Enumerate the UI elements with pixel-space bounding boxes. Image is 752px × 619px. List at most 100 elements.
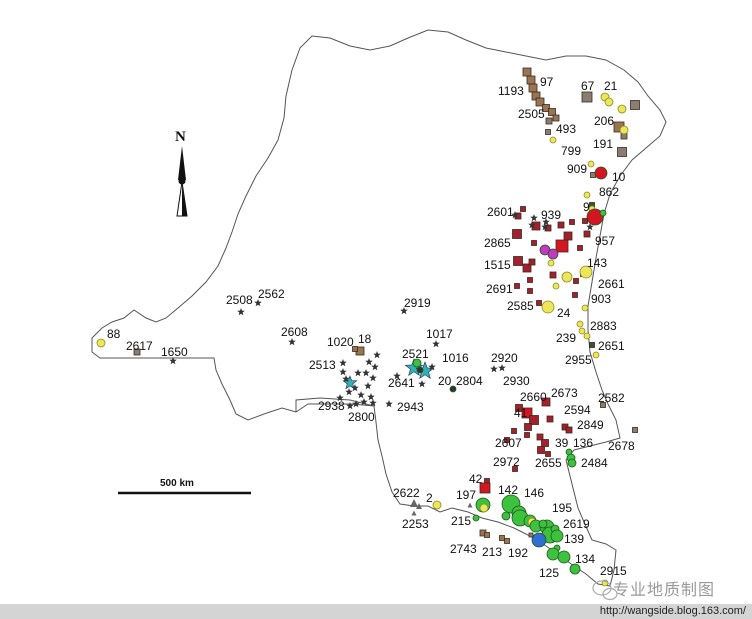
site-label: 2661: [598, 277, 625, 291]
site-label: 10: [612, 170, 626, 184]
square-marker: [133, 348, 141, 356]
star-marker: [498, 364, 506, 372]
site-label: 862: [599, 185, 619, 199]
square-marker: [479, 482, 491, 494]
watermark: 专业地质制图: [613, 582, 716, 599]
square-marker: [617, 147, 627, 157]
star-marker: [542, 218, 550, 226]
star-marker: [364, 382, 372, 390]
site-label: 24: [557, 306, 571, 320]
square-marker: [499, 535, 505, 541]
site-label: 903: [591, 292, 611, 306]
site-label: 2: [426, 491, 433, 505]
site-label: 957: [595, 234, 615, 248]
site-label: 21: [604, 79, 618, 93]
triangle-marker: [416, 503, 422, 509]
triangle-marker: [410, 499, 418, 507]
site-label: 97: [540, 75, 554, 89]
square-marker: [552, 114, 560, 122]
site-label: 2743: [450, 542, 477, 556]
square-marker: [582, 218, 588, 224]
star-marker: [418, 380, 426, 388]
site-label: 493: [556, 122, 576, 136]
site-label: 2513: [309, 358, 336, 372]
square-marker: [545, 451, 551, 457]
site-label: 41: [514, 406, 528, 420]
site-label: 142: [498, 483, 518, 497]
site-markers: [96, 67, 640, 587]
square-marker: [542, 104, 550, 112]
star-marker: [336, 394, 344, 402]
square-marker: [563, 231, 573, 241]
square-marker: [546, 415, 554, 423]
country-boundary: [91, 29, 667, 587]
star-marker: [362, 369, 370, 377]
star-marker: [369, 374, 377, 382]
circle-marker: [96, 338, 106, 348]
square-marker: [537, 446, 545, 454]
triangle-marker: [411, 510, 417, 516]
circle-marker: [501, 511, 511, 521]
star-marker: [428, 363, 436, 371]
north-label: N: [175, 129, 186, 145]
square-marker: [577, 245, 583, 251]
square-marker: [583, 230, 591, 238]
square-marker: [484, 532, 490, 538]
site-label: 2804: [456, 374, 483, 388]
square-marker: [531, 240, 537, 246]
site-label: 146: [524, 486, 544, 500]
circle-marker: [531, 532, 547, 548]
square-marker: [632, 427, 638, 433]
site-label: 2484: [581, 456, 608, 470]
circle-marker: [412, 358, 422, 368]
site-label: 88: [107, 327, 121, 341]
star-marker: [342, 375, 350, 383]
square-marker: [541, 397, 551, 407]
circle-marker: [479, 503, 489, 513]
site-label: 239: [556, 331, 576, 345]
site-label: 2800: [348, 410, 375, 424]
square-marker: [528, 532, 534, 538]
site-label: 2660: [520, 390, 547, 404]
circle-marker: [416, 366, 424, 374]
star-marker: [357, 391, 365, 399]
site-label: 2943: [397, 400, 424, 414]
circle-marker: [587, 160, 595, 168]
square-marker: [581, 91, 593, 103]
star-marker: [169, 357, 177, 365]
site-label: 67: [581, 79, 595, 93]
circle-marker: [546, 547, 560, 561]
source-url: http://wangside.blog.163.com/: [599, 605, 746, 617]
star-marker: [237, 308, 245, 316]
site-label: 213: [482, 545, 502, 559]
star-marker: [352, 400, 360, 408]
site-label: 1193: [498, 84, 524, 98]
square-marker: [514, 283, 520, 289]
star-marker: [530, 214, 538, 222]
site-label: 2594: [564, 403, 591, 417]
square-marker: [529, 415, 539, 425]
site-label: 9: [583, 200, 590, 214]
site-label: 1650: [161, 345, 188, 359]
circle-marker: [472, 514, 480, 522]
site-label: 2641: [388, 376, 415, 390]
circle-marker: [583, 191, 591, 199]
circle-marker: [619, 125, 629, 135]
square-marker: [524, 432, 530, 438]
site-label: 42: [469, 472, 483, 486]
square-marker: [511, 428, 517, 434]
site-label: 2651: [598, 339, 625, 353]
square-marker: [352, 346, 358, 352]
circle-marker: [599, 209, 607, 217]
circle-marker: [541, 300, 555, 314]
square-marker: [600, 402, 606, 408]
star-marker: [511, 211, 519, 219]
site-label: 2678: [608, 439, 635, 453]
site-label: 215: [451, 514, 471, 528]
site-label: 909: [567, 162, 587, 176]
square-marker: [572, 292, 578, 298]
square-marker: [536, 433, 544, 441]
site-label: 1020: [327, 335, 354, 349]
